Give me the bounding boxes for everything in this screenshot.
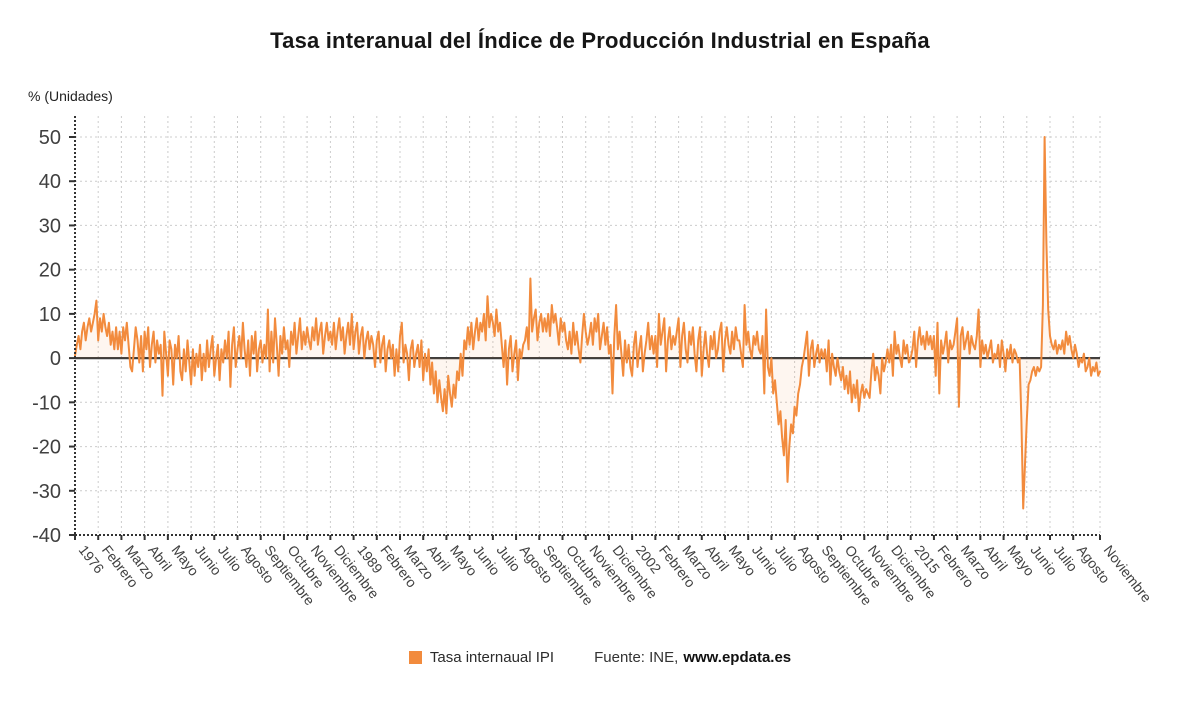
source-link[interactable]: www.epdata.es [683,649,792,666]
legend-series-label: Tasa internaual IPI [429,649,555,666]
svg-text:-30: -30 [32,481,61,503]
svg-text:40: 40 [39,171,61,193]
svg-text:20: 20 [39,260,61,282]
svg-text:0: 0 [50,348,61,370]
y-axis-unit-label: % (Unidades) [28,88,113,104]
source-label: Fuente: INE, [594,649,679,666]
svg-text:-20: -20 [32,437,61,459]
svg-text:50: 50 [39,127,61,149]
svg-text:-10: -10 [32,392,61,414]
svg-text:10: 10 [39,304,61,326]
chart-title: Tasa interanual del Índice de Producción… [270,28,930,53]
source-text: Fuente: INE, www.epdata.es [594,649,791,666]
svg-text:30: 30 [39,215,61,237]
chart-legend: Tasa internaual IPI Fuente: INE, www.epda… [0,649,1200,666]
legend-swatch-icon [408,651,422,664]
svg-text:-40: -40 [32,525,61,547]
svg-text:1976: 1976 [76,542,108,577]
